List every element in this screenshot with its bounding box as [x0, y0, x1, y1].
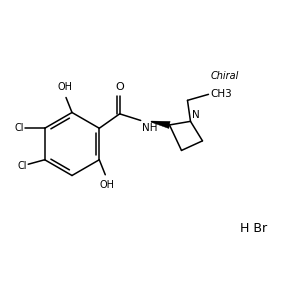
Text: NH: NH [142, 123, 157, 133]
Text: CH3: CH3 [210, 89, 232, 99]
Text: O: O [115, 82, 124, 92]
Text: H Br: H Br [240, 221, 267, 235]
Text: Cl: Cl [17, 161, 27, 171]
Polygon shape [152, 121, 170, 128]
Text: Chiral: Chiral [210, 71, 239, 81]
Text: Cl: Cl [14, 123, 24, 133]
Text: OH: OH [57, 82, 72, 92]
Text: OH: OH [99, 180, 114, 190]
Text: N: N [192, 110, 200, 119]
